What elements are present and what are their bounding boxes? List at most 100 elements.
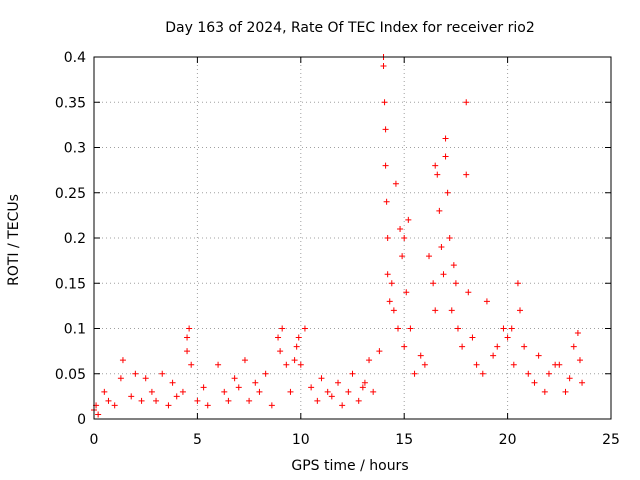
data-point: [293, 343, 300, 350]
data-point: [436, 207, 443, 214]
y-tick-label: 0.4: [64, 50, 86, 66]
data-point: [386, 298, 393, 305]
data-point: [165, 402, 172, 409]
data-point: [275, 334, 282, 341]
data-point: [450, 262, 457, 269]
data-point: [169, 379, 176, 386]
data-point: [241, 357, 248, 364]
data-point: [490, 352, 497, 359]
data-point: [384, 235, 391, 241]
y-tick-label: 0.05: [55, 367, 86, 383]
data-point: [153, 397, 160, 404]
data-point: [494, 343, 501, 350]
data-point: [566, 375, 573, 382]
data-point: [215, 361, 222, 368]
data-points: [91, 54, 586, 418]
data-point: [556, 361, 563, 368]
data-point: [438, 244, 445, 251]
data-point: [111, 402, 118, 409]
data-point: [440, 271, 447, 278]
data-point: [459, 343, 466, 350]
data-point: [517, 307, 524, 314]
data-point: [370, 388, 377, 395]
data-point: [117, 375, 124, 382]
y-tick-label: 0.25: [55, 186, 86, 202]
data-point: [384, 271, 391, 278]
data-point: [452, 280, 459, 287]
data-point: [225, 397, 232, 404]
data-point: [500, 325, 507, 332]
data-point: [421, 361, 428, 368]
data-point: [355, 397, 362, 404]
x-tick-label: 20: [499, 432, 517, 448]
y-axis-label: ROTI / TECUs: [6, 194, 22, 286]
data-point: [349, 370, 356, 377]
data-point: [411, 370, 418, 377]
plot-frame: [93, 56, 612, 420]
data-point: [297, 361, 304, 368]
data-point: [142, 375, 149, 382]
data-point: [200, 384, 207, 391]
data-point: [252, 379, 259, 386]
data-point: [256, 388, 263, 395]
data-point: [525, 370, 532, 377]
data-point: [376, 348, 383, 355]
grid-lines: [94, 57, 611, 419]
data-point: [394, 325, 401, 332]
x-axis-label: GPS time / hours: [291, 458, 408, 474]
data-point: [119, 357, 126, 364]
data-point: [442, 153, 449, 160]
data-point: [128, 393, 135, 400]
data-point: [148, 388, 155, 395]
chart-title: Day 163 of 2024, Rate Of TEC Index for r…: [165, 20, 535, 36]
data-point: [454, 325, 461, 332]
data-point: [444, 189, 451, 196]
data-point: [399, 253, 406, 260]
data-point: [382, 162, 389, 169]
data-point: [262, 370, 269, 377]
data-point: [132, 370, 139, 377]
data-point: [535, 352, 542, 359]
data-point: [235, 384, 242, 391]
data-point: [291, 357, 298, 364]
data-point: [432, 162, 439, 169]
data-point: [231, 375, 238, 382]
x-tick-label: 10: [292, 432, 310, 448]
data-point: [221, 388, 228, 395]
data-point: [318, 375, 325, 382]
data-point: [426, 253, 433, 260]
y-tick-label: 0.15: [55, 276, 86, 292]
data-point: [268, 402, 275, 409]
data-point: [361, 379, 368, 386]
data-point: [380, 63, 387, 70]
data-point: [397, 225, 404, 232]
data-point: [463, 99, 470, 106]
data-point: [531, 379, 538, 386]
data-point: [401, 235, 408, 241]
y-tick-label: 0.2: [64, 231, 86, 247]
data-point: [194, 397, 201, 404]
x-tick-label: 5: [193, 432, 202, 448]
data-point: [95, 411, 102, 418]
data-point: [308, 384, 315, 391]
data-point: [101, 388, 108, 395]
data-point: [184, 334, 191, 341]
data-point: [383, 198, 390, 205]
data-point: [432, 307, 439, 314]
data-point: [283, 361, 290, 368]
data-point: [405, 216, 412, 223]
data-point: [514, 280, 521, 287]
data-point: [345, 388, 352, 395]
data-point: [279, 325, 286, 332]
y-tick-label: 0.3: [64, 141, 86, 157]
data-point: [335, 379, 342, 386]
data-point: [483, 298, 490, 305]
data-point: [545, 370, 552, 377]
data-point: [407, 325, 414, 332]
data-point: [448, 307, 455, 314]
x-tick-label: 15: [395, 432, 413, 448]
axis-ticks: 0 0.05 0.1 0.15 0.2 0.25 0.3 0.35 0.4 0 5 10 15 20 25: [55, 50, 620, 448]
data-point: [105, 397, 112, 404]
data-point: [324, 388, 331, 395]
